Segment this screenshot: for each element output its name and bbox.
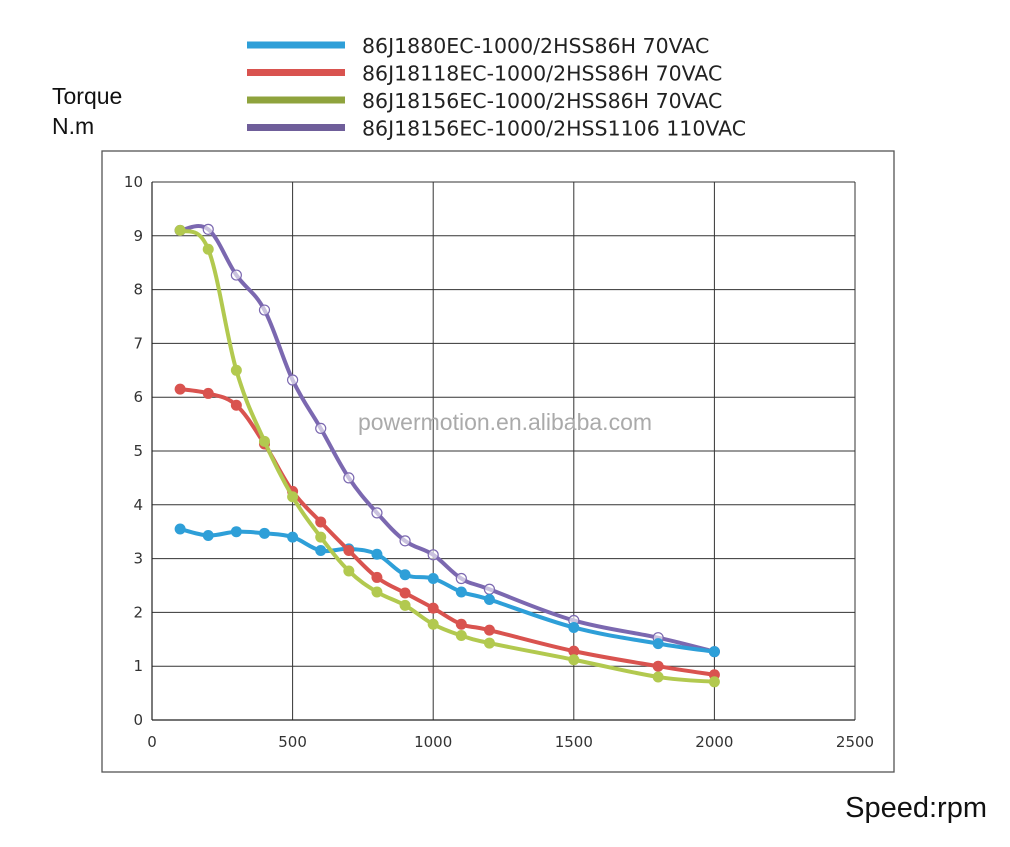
legend-label: 86J1880EC-1000/2HSS86H 70VAC	[362, 34, 709, 58]
grid	[151, 181, 856, 721]
legend-label: 86J18118EC-1000/2HSS86H 70VAC	[362, 62, 722, 86]
legend-item: 86J18156EC-1000/2HSS86H 70VAC	[247, 89, 722, 113]
data-point	[455, 586, 467, 598]
data-point	[483, 637, 495, 649]
series-0	[174, 523, 720, 658]
data-point	[258, 435, 270, 447]
data-point	[455, 618, 467, 630]
data-point	[455, 572, 467, 585]
data-point	[230, 399, 242, 411]
legend-item: 86J18118EC-1000/2HSS86H 70VAC	[247, 62, 722, 86]
y-tick-labels: 0 1 2 3 4 5 6 7 8 9 10	[124, 173, 143, 729]
legend-item: 86J1880EC-1000/2HSS86H 70VAC	[247, 34, 709, 58]
legend-label: 86J18156EC-1000/2HSS1106 110VAC	[362, 117, 746, 141]
data-point	[202, 223, 214, 235]
series-line	[178, 228, 717, 684]
data-point	[708, 646, 720, 658]
data-point	[315, 531, 327, 543]
data-point	[371, 507, 383, 519]
legend-label: 86J18156EC-1000/2HSS86H 70VAC	[362, 89, 722, 113]
data-point	[427, 549, 439, 561]
data-point	[399, 587, 411, 599]
data-point	[399, 599, 411, 611]
data-point	[455, 630, 467, 642]
data-point	[427, 573, 439, 585]
data-point	[568, 645, 580, 657]
y-tick-label: 1	[133, 657, 143, 675]
data-point	[287, 374, 299, 386]
data-point	[315, 516, 327, 528]
data-point	[483, 583, 496, 595]
data-point	[427, 602, 439, 614]
data-point	[202, 529, 214, 541]
y-tick-label: 4	[133, 496, 143, 514]
data-point	[708, 676, 720, 688]
data-point	[174, 383, 186, 395]
data-point	[343, 472, 355, 484]
y-tick-label: 7	[133, 334, 143, 352]
x-tick-label: 2500	[836, 733, 874, 751]
data-point	[230, 364, 242, 376]
y-axis-label-line1: Torque	[52, 83, 122, 109]
data-point	[315, 545, 327, 557]
x-tick-label: 1500	[555, 733, 593, 751]
y-tick-label: 2	[133, 603, 143, 621]
data-point	[343, 545, 355, 557]
x-axis-label: Speed:rpm	[845, 792, 987, 824]
watermark: powermotion.en.alibaba.com	[358, 409, 652, 435]
y-tick-label: 5	[133, 442, 143, 460]
x-tick-labels: 0 500 1000 1500 2000 2500	[147, 733, 874, 751]
data-point	[399, 569, 411, 581]
x-tick-label: 1000	[414, 733, 452, 751]
data-point	[652, 638, 664, 650]
y-tick-label: 3	[133, 550, 143, 568]
y-tick-label: 8	[133, 281, 143, 299]
legend-item: 86J18156EC-1000/2HSS1106 110VAC	[247, 117, 746, 141]
data-point	[371, 586, 383, 598]
data-point	[174, 224, 186, 236]
x-tick-label: 500	[278, 733, 307, 751]
series-2	[174, 224, 720, 688]
series-group	[174, 223, 721, 688]
data-point	[315, 422, 327, 435]
data-point	[427, 618, 439, 630]
data-point	[287, 491, 299, 503]
data-point	[568, 654, 580, 666]
data-point	[483, 593, 495, 605]
y-tick-label: 6	[133, 388, 143, 406]
data-point	[483, 624, 495, 636]
data-point	[202, 243, 214, 255]
data-point	[287, 531, 299, 543]
data-point	[568, 621, 580, 633]
x-tick-label: 2000	[695, 733, 733, 751]
y-axis-label-line2: N.m	[52, 113, 94, 139]
data-point	[652, 671, 664, 683]
data-point	[258, 304, 271, 316]
data-point	[258, 527, 270, 539]
y-tick-label: 9	[133, 227, 143, 245]
data-point	[343, 565, 355, 577]
data-point	[652, 660, 664, 672]
y-tick-label: 0	[133, 711, 143, 729]
y-tick-label: 10	[124, 173, 143, 191]
data-point	[174, 523, 186, 535]
x-tick-label: 0	[147, 733, 157, 751]
chart-frame	[101, 150, 895, 773]
series-1	[174, 383, 720, 681]
legend: 86J1880EC-1000/2HSS86H 70VAC 86J18118EC-1…	[247, 34, 746, 141]
data-point	[371, 548, 383, 560]
data-point	[230, 269, 242, 281]
data-point	[371, 571, 383, 583]
data-point	[230, 526, 242, 538]
data-point	[399, 535, 411, 547]
data-point	[202, 387, 214, 399]
